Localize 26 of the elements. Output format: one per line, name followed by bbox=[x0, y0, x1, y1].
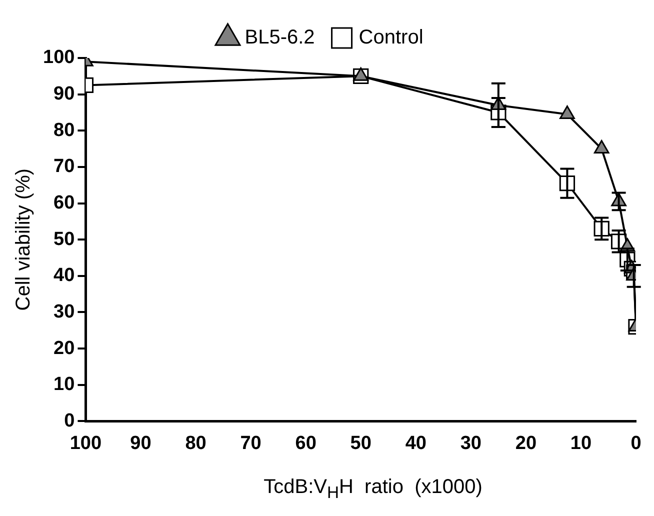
x-tick-label: 100 bbox=[70, 432, 102, 454]
x-tick-label: 20 bbox=[515, 432, 537, 454]
y-tick-label: 100 bbox=[43, 47, 75, 68]
y-tick-label: 60 bbox=[54, 192, 75, 214]
y-tick-label: 10 bbox=[54, 374, 75, 396]
x-axis-title: TcdB:V$_{H}$H ratio (x1000) bbox=[262, 476, 484, 503]
x-tick-label: 0 bbox=[630, 432, 642, 454]
y-tick-label: 40 bbox=[54, 265, 75, 286]
y-axis-title: Cell viability (%) bbox=[12, 168, 35, 311]
x-tick-label: 90 bbox=[130, 432, 152, 454]
x-tick-label: 50 bbox=[350, 432, 372, 454]
y-tick-label: 30 bbox=[54, 301, 75, 322]
x-tick-label: 30 bbox=[460, 432, 482, 454]
x-tick-label: 70 bbox=[240, 432, 262, 454]
y-tick-label: 20 bbox=[54, 338, 75, 359]
y-tick-label: 50 bbox=[54, 228, 75, 250]
y-tick-label: 70 bbox=[54, 156, 75, 178]
x-tick-label: 60 bbox=[295, 432, 316, 454]
legend-label: BL5-6.2 bbox=[244, 26, 315, 49]
x-tick-label: 80 bbox=[185, 432, 206, 454]
y-tick-label: 0 bbox=[64, 410, 75, 432]
x-tick-label: 10 bbox=[570, 432, 592, 454]
y-tick-label: 80 bbox=[54, 120, 75, 141]
y-tick-label: 90 bbox=[54, 84, 75, 105]
legend-label: Control bbox=[358, 26, 424, 49]
x-tick-label: 40 bbox=[405, 432, 426, 454]
